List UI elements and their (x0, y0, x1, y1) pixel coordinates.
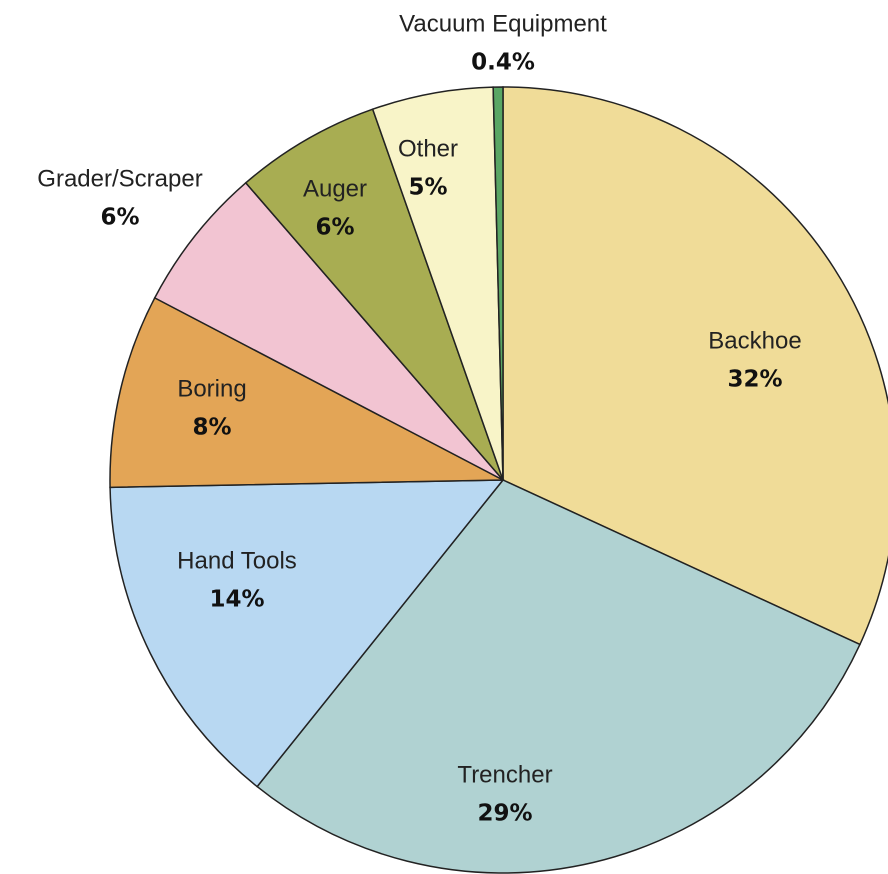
slice-value: 8% (192, 415, 231, 441)
slice-label: Boring (177, 375, 246, 402)
slice-label: Hand Tools (177, 547, 297, 574)
slice-value: 14% (209, 587, 264, 613)
slice-label: Trencher (457, 761, 552, 788)
slice-label: Backhoe (708, 327, 801, 354)
slice-value: 5% (408, 175, 447, 201)
pie-slice (492, 86, 504, 481)
slice-label: Auger (303, 175, 367, 202)
slice-label: Vacuum Equipment (399, 10, 607, 37)
pie-slice (256, 479, 861, 874)
pie-slice (153, 181, 504, 481)
pie-slice (502, 86, 888, 646)
slice-label: Other (398, 135, 458, 162)
pie-slice (244, 108, 504, 481)
slice-value: 6% (315, 215, 354, 241)
slice-value: 32% (727, 367, 782, 393)
slice-label: Grader/Scraper (37, 165, 202, 192)
pie-slice (109, 479, 505, 788)
pie-slice (109, 296, 504, 489)
slice-value: 29% (477, 801, 532, 827)
slice-value: 0.4% (471, 50, 535, 76)
slice-value: 6% (100, 205, 139, 231)
